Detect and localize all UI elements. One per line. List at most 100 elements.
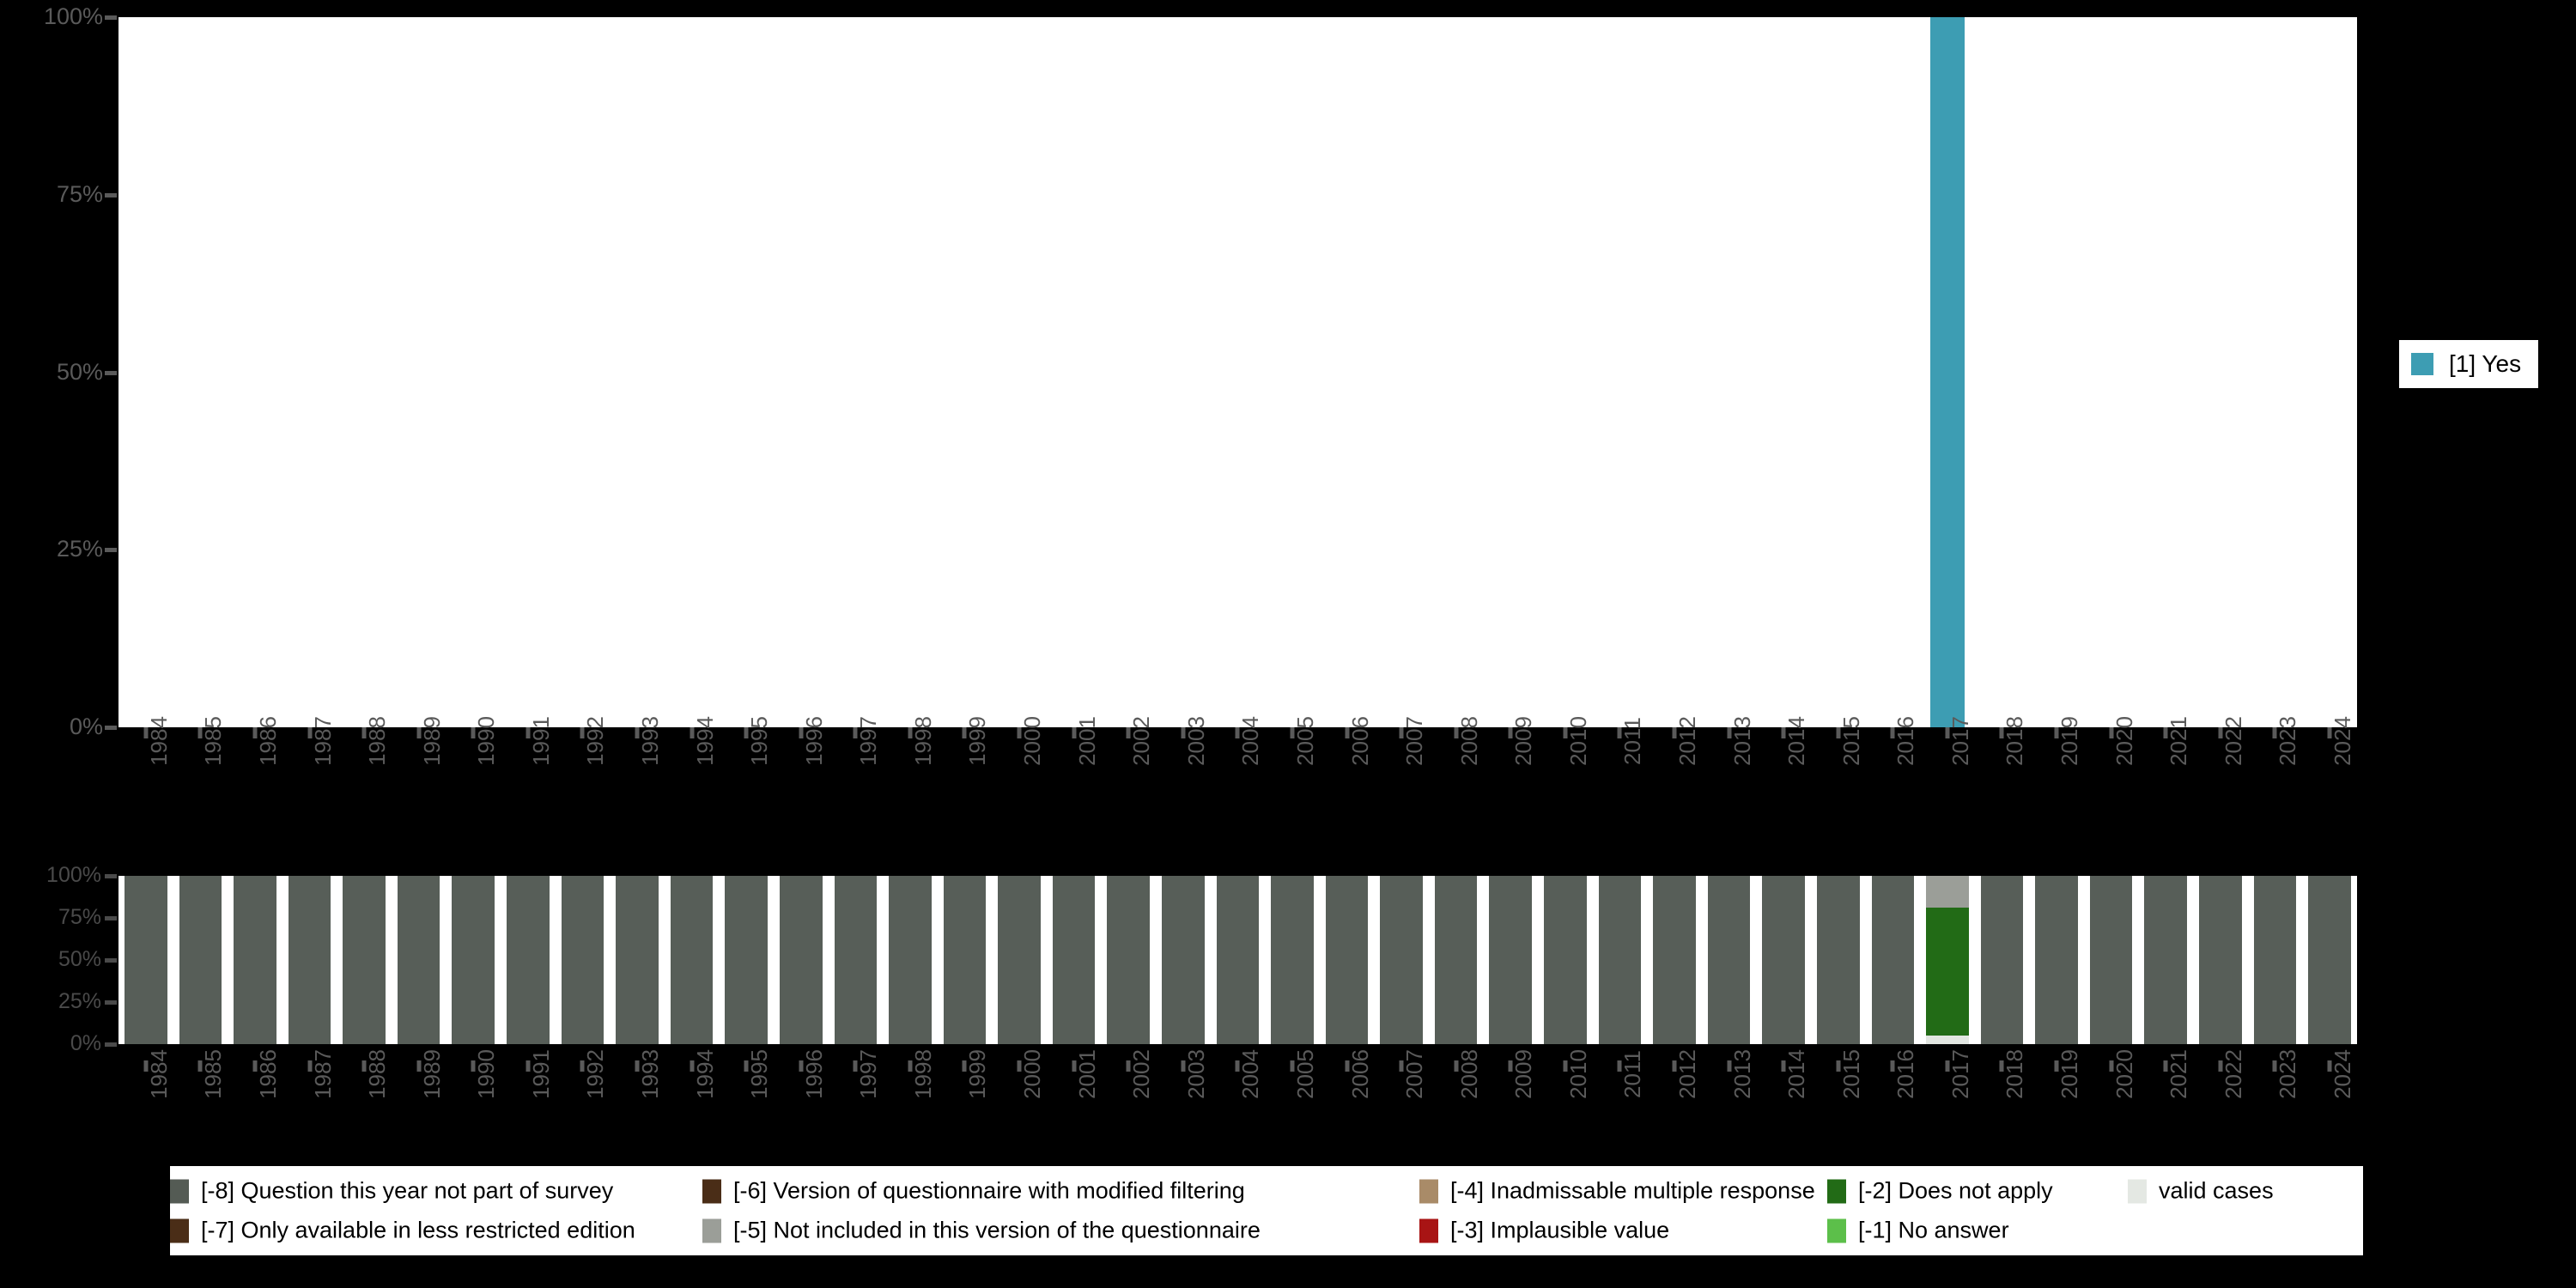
subchart-stacked-bar[interactable]: [507, 876, 550, 1044]
subchart-x-tick-label: 2011: [1619, 1050, 1646, 1098]
legend-item[interactable]: [-8] Question this year not part of surv…: [170, 1178, 613, 1205]
subchart-stacked-bar[interactable]: [1871, 876, 1915, 1044]
legend-item[interactable]: [-6] Version of questionnaire with modif…: [702, 1178, 1245, 1205]
subchart-stacked-bar[interactable]: [288, 876, 331, 1044]
subchart-x-tick-label: 2002: [1128, 1049, 1155, 1099]
subchart-bar-segment: [1871, 876, 1915, 1044]
subchart-stacked-bar[interactable]: [616, 876, 659, 1044]
main-chart-x-tick-label: 1985: [200, 716, 227, 766]
subchart-stacked-bar[interactable]: [343, 876, 386, 1044]
main-chart-x-tick: 2016: [1866, 716, 1921, 839]
legend-item[interactable]: [-7] Only available in less restricted e…: [170, 1218, 635, 1244]
main-chart-x-tick: 2023: [2248, 716, 2303, 839]
subchart-bar-segment: [889, 876, 932, 1044]
subchart-stacked-bar[interactable]: [943, 876, 987, 1044]
subchart-stacked-bar[interactable]: [1107, 876, 1150, 1044]
subchart-x-tick: 1986: [228, 1049, 283, 1172]
main-chart-x-tick-label: 1997: [855, 716, 882, 766]
subchart-x-tick-mark: [2218, 1060, 2223, 1072]
subchart-bar-slot: [1211, 876, 1266, 1044]
subchart-stacked-bar[interactable]: [889, 876, 932, 1044]
subchart-stacked-bar[interactable]: [452, 876, 495, 1044]
subchart-y-tick-label: 0%: [70, 1031, 101, 1055]
subchart-stacked-bar[interactable]: [234, 876, 276, 1044]
subchart-stacked-bar[interactable]: [1980, 876, 2024, 1044]
legend-item[interactable]: valid cases: [2128, 1178, 2274, 1205]
subchart-stacked-bar[interactable]: [1325, 876, 1369, 1044]
subchart-stacked-bar[interactable]: [1489, 876, 1533, 1044]
subchart-stacked-bar[interactable]: [1653, 876, 1696, 1044]
main-chart-x-tick-mark: [1126, 727, 1131, 738]
subchart-bar-segment: [2308, 876, 2351, 1044]
subchart-stacked-bar[interactable]: [1271, 876, 1314, 1044]
subchart-stacked-bar[interactable]: [2253, 876, 2297, 1044]
subchart-x-tick-mark: [1235, 1060, 1240, 1072]
subchart-y-tick-label: 25%: [58, 989, 101, 1013]
subchart-stacked-bar[interactable]: [2308, 876, 2351, 1044]
main-chart-bar-slot: [283, 17, 337, 727]
subchart-stacked-bar[interactable]: [1052, 876, 1096, 1044]
subchart-stacked-bar[interactable]: [725, 876, 768, 1044]
legend-item[interactable]: [-3] Implausible value: [1419, 1218, 1669, 1244]
subchart-bar-segment: [2253, 876, 2297, 1044]
subchart-bar-slot: [446, 876, 501, 1044]
legend-swatch-icon: [1827, 1218, 1846, 1242]
subchart-stacked-bar[interactable]: [2198, 876, 2242, 1044]
main-chart-x-tick-mark: [2054, 727, 2059, 738]
main-chart-x-tick-mark: [1399, 727, 1404, 738]
subchart-bar-segment: [670, 876, 714, 1044]
legend-item[interactable]: [-2] Does not apply: [1827, 1178, 2053, 1205]
subchart-stacked-bar[interactable]: [1380, 876, 1423, 1044]
subchart-stacked-bar[interactable]: [1762, 876, 1805, 1044]
subchart-bar-segment: [1434, 876, 1478, 1044]
subchart-stacked-bar[interactable]: [1598, 876, 1642, 1044]
main-chart-x-tick-label: 2012: [1674, 716, 1700, 766]
subchart-stacked-bar[interactable]: [834, 876, 878, 1044]
main-chart-x-tick-label: 2016: [1893, 716, 1919, 766]
subchart-x-tick-mark: [1508, 1060, 1513, 1072]
subchart-stacked-bar[interactable]: [2035, 876, 2078, 1044]
subchart-bar-slot: [1047, 876, 1102, 1044]
subchart-stacked-bar[interactable]: [1216, 876, 1260, 1044]
subchart-stacked-bar[interactable]: [998, 876, 1041, 1044]
legend-item-label: valid cases: [2159, 1177, 2274, 1204]
subchart-x-tick: 2022: [2193, 1049, 2248, 1172]
legend-item[interactable]: [-1] No answer: [1827, 1218, 2009, 1244]
subchart-x-tick-label: 1999: [964, 1049, 991, 1099]
subchart-stacked-bar[interactable]: [561, 876, 605, 1044]
legend-item[interactable]: [-4] Inadmissable multiple response: [1419, 1178, 1815, 1205]
subchart-stacked-bar[interactable]: [1816, 876, 1860, 1044]
subchart-stacked-bar[interactable]: [1434, 876, 1478, 1044]
main-chart-bar-slot: [2084, 17, 2139, 727]
subchart-stacked-bar[interactable]: [397, 876, 440, 1044]
main-chart-x-tick-label: 1993: [636, 716, 663, 766]
main-chart-x-tick-label: 1995: [746, 716, 773, 766]
main-chart-x-tick: 2001: [1047, 716, 1102, 839]
subchart-x-tick-mark: [1945, 1060, 1950, 1072]
main-chart-x-tick-mark: [307, 727, 313, 738]
main-chart-x-tick-mark: [908, 727, 913, 738]
subchart-bar-slot: [1374, 876, 1429, 1044]
main-chart-x-tick-label: 2018: [2002, 716, 2028, 766]
main-chart-bar-slot: [446, 17, 501, 727]
subchart-stacked-bar[interactable]: [1544, 876, 1587, 1044]
main-chart-bar[interactable]: [1930, 17, 1965, 727]
subchart-stacked-bar[interactable]: [179, 876, 222, 1044]
subchart-stacked-bar[interactable]: [1926, 876, 1969, 1044]
subchart-stacked-bar[interactable]: [125, 876, 167, 1044]
main-chart-y-tick-label: 0%: [69, 714, 103, 739]
subchart-x-tick: 2007: [1374, 1049, 1429, 1172]
subchart-x-tick: 2012: [1647, 1049, 1702, 1172]
legend-item[interactable]: [-5] Not included in this version of the…: [702, 1218, 1261, 1244]
subchart-stacked-bar[interactable]: [2144, 876, 2187, 1044]
subchart-stacked-bar[interactable]: [1161, 876, 1205, 1044]
subchart-stacked-bar[interactable]: [2089, 876, 2133, 1044]
subchart-x-tick: 1995: [719, 1049, 774, 1172]
subchart-stacked-bar[interactable]: [670, 876, 714, 1044]
main-chart-bar-slot: [501, 17, 556, 727]
legend-item-label: [-1] No answer: [1858, 1217, 2009, 1243]
subchart-bar-segment: [2089, 876, 2133, 1044]
subchart-stacked-bar[interactable]: [779, 876, 823, 1044]
subchart-stacked-bar[interactable]: [1707, 876, 1751, 1044]
subchart-x-tick-label: 2009: [1510, 1049, 1537, 1099]
